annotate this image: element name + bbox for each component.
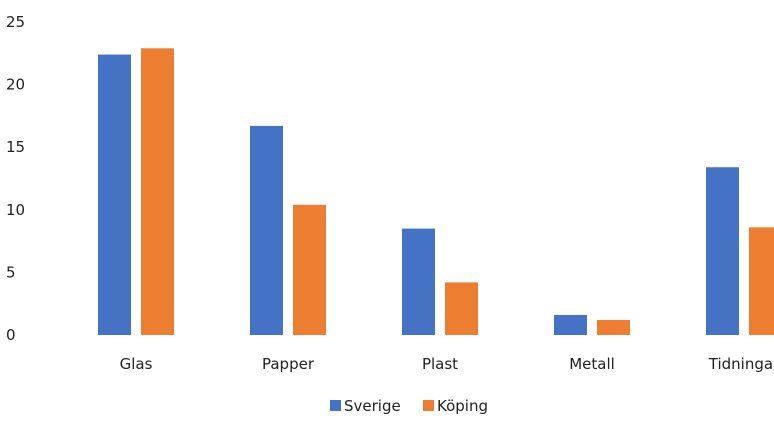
bar-k-ping-glas (141, 48, 174, 336)
legend-swatch (330, 400, 341, 411)
y-tick-label: 25 (6, 13, 25, 31)
bar-k-ping-metall (597, 319, 630, 335)
x-category-label: Plast (422, 355, 458, 373)
bars-group (98, 48, 774, 336)
y-tick-label: 10 (6, 201, 25, 219)
y-axis-ticks: 0 5 10 15 20 25 (6, 13, 25, 344)
y-tick-label: 5 (6, 263, 16, 281)
bar-k-ping-papper (293, 204, 326, 335)
bar-k-ping-tidningar (749, 227, 774, 335)
legend-swatch (423, 400, 434, 411)
bar-sverige-tidningar (706, 167, 739, 335)
y-tick-label: 0 (6, 326, 16, 344)
legend-label: Köping (437, 397, 488, 415)
x-category-label: Glas (120, 355, 153, 373)
legend: Sverige Köping (330, 397, 488, 415)
x-axis-labels: Glas Papper Plast Metall Tidningar (120, 355, 774, 373)
y-tick-label: 20 (6, 76, 25, 94)
legend-label: Sverige (344, 397, 401, 415)
bar-k-ping-plast (445, 282, 478, 335)
x-category-label: Tidningar (708, 355, 774, 373)
bar-sverige-papper (250, 125, 283, 335)
bar-sverige-glas (98, 54, 131, 335)
bar-sverige-plast (402, 228, 435, 335)
x-category-label: Papper (262, 355, 315, 373)
y-tick-label: 15 (6, 138, 25, 156)
bar-sverige-metall (554, 314, 587, 335)
x-category-label: Metall (569, 355, 615, 373)
